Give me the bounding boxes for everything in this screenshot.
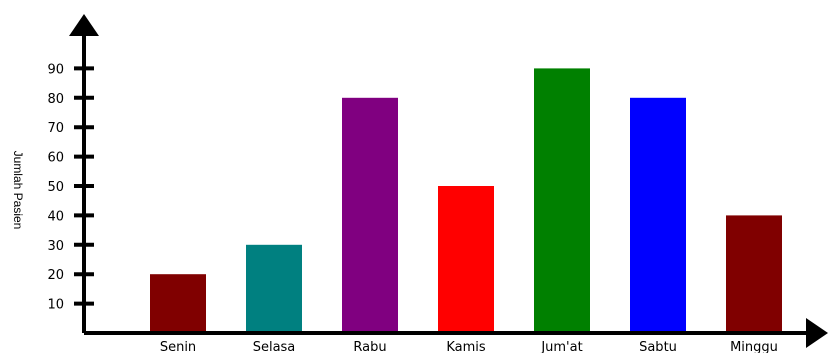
- y-tick-label: 40: [47, 209, 64, 224]
- bars: [150, 68, 782, 332]
- y-tick-label: 50: [47, 180, 64, 195]
- bar-rabu: [342, 97, 398, 331]
- x-category-label: Selasa: [253, 340, 296, 353]
- y-tick-label: 20: [47, 268, 64, 283]
- y-tick-label: 70: [47, 121, 64, 136]
- x-category-label: Rabu: [353, 340, 386, 353]
- x-category-label: Minggu: [730, 340, 778, 353]
- y-tick-label: 60: [47, 151, 64, 166]
- y-ticks: 10 20 30 40 50 60 70 80 90: [47, 62, 94, 313]
- bar-minggu: [726, 215, 782, 331]
- x-axis-arrow: [806, 318, 828, 348]
- bar-sabtu: [630, 97, 686, 331]
- axes: [69, 14, 828, 348]
- category-labels: Senin Selasa Rabu Kamis Jum'at Sabtu Minggu: [160, 340, 778, 353]
- y-tick-label: 10: [47, 298, 64, 313]
- x-category-label: Kamis: [446, 340, 486, 353]
- y-tick-label: 30: [47, 239, 64, 254]
- bar-selasa: [246, 244, 302, 331]
- bar-senin: [150, 274, 206, 331]
- y-tick-label: 80: [47, 92, 64, 107]
- bar-jumat: [534, 68, 590, 332]
- y-axis-arrow: [69, 14, 99, 36]
- x-category-label: Sabtu: [639, 340, 677, 353]
- bar-kamis: [438, 186, 494, 331]
- y-axis-label: Jumlah Pasien: [11, 151, 25, 230]
- y-tick-label: 90: [47, 62, 64, 77]
- x-category-label: Senin: [160, 340, 196, 353]
- x-category-label: Jum'at: [540, 340, 582, 353]
